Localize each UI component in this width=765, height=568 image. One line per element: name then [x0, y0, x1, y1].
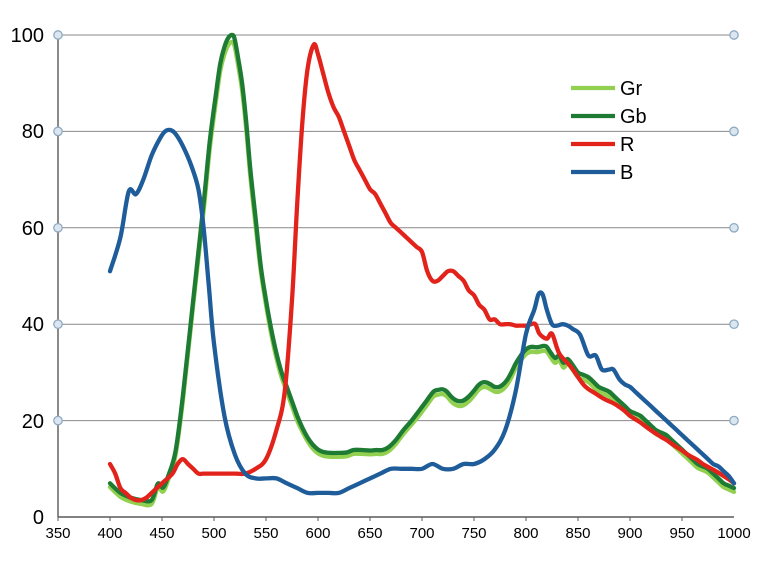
- svg-text:950: 950: [669, 525, 694, 542]
- svg-text:400: 400: [97, 525, 122, 542]
- svg-text:B: B: [620, 162, 633, 184]
- svg-text:100: 100: [11, 25, 44, 47]
- svg-text:1000: 1000: [717, 525, 750, 542]
- svg-text:Gb: Gb: [620, 106, 647, 128]
- svg-text:900: 900: [617, 525, 642, 542]
- svg-text:750: 750: [461, 525, 486, 542]
- svg-text:350: 350: [45, 525, 70, 542]
- svg-text:450: 450: [149, 525, 174, 542]
- svg-text:Gr: Gr: [620, 78, 643, 100]
- svg-text:80: 80: [22, 121, 44, 143]
- svg-text:550: 550: [253, 525, 278, 542]
- svg-text:500: 500: [201, 525, 226, 542]
- svg-text:700: 700: [409, 525, 434, 542]
- svg-text:20: 20: [22, 411, 44, 433]
- svg-text:800: 800: [513, 525, 538, 542]
- svg-text:650: 650: [357, 525, 382, 542]
- svg-text:850: 850: [565, 525, 590, 542]
- svg-text:600: 600: [305, 525, 330, 542]
- svg-text:40: 40: [22, 314, 44, 336]
- svg-text:R: R: [620, 134, 634, 156]
- svg-text:0: 0: [33, 507, 44, 529]
- svg-text:60: 60: [22, 218, 44, 240]
